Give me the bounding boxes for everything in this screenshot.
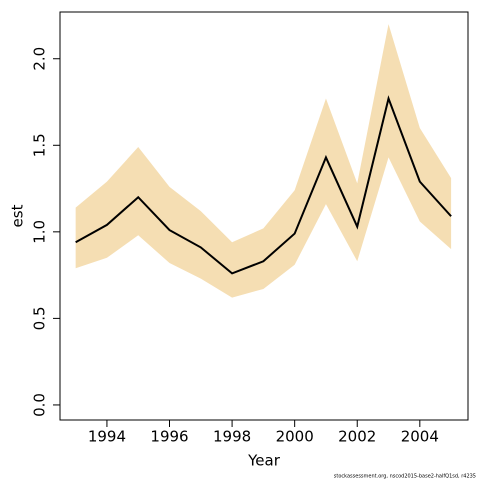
- y-tick-label: 2.0: [31, 47, 49, 71]
- x-tick-label: 1994: [88, 428, 126, 446]
- y-tick-label: 1.0: [31, 220, 49, 244]
- plot-frame: [59, 11, 469, 421]
- footnote: stockassessment.org, nscod2015-base2-hal…: [334, 474, 476, 480]
- y-axis-label: est: [9, 204, 27, 227]
- x-tick-label: 2000: [276, 428, 314, 446]
- estimate-line: [75, 95, 452, 275]
- x-tick-label: 1998: [213, 428, 251, 446]
- x-tick-label: 2004: [401, 428, 439, 446]
- y-tick-label: 0.0: [31, 393, 49, 417]
- y-tick-label: 1.5: [31, 133, 49, 157]
- x-tick-label: 1996: [150, 428, 188, 446]
- confidence-band: [75, 24, 452, 298]
- x-tick-label: 2002: [338, 428, 376, 446]
- x-axis-label: Year: [247, 452, 281, 470]
- y-tick-label: 0.5: [31, 306, 49, 330]
